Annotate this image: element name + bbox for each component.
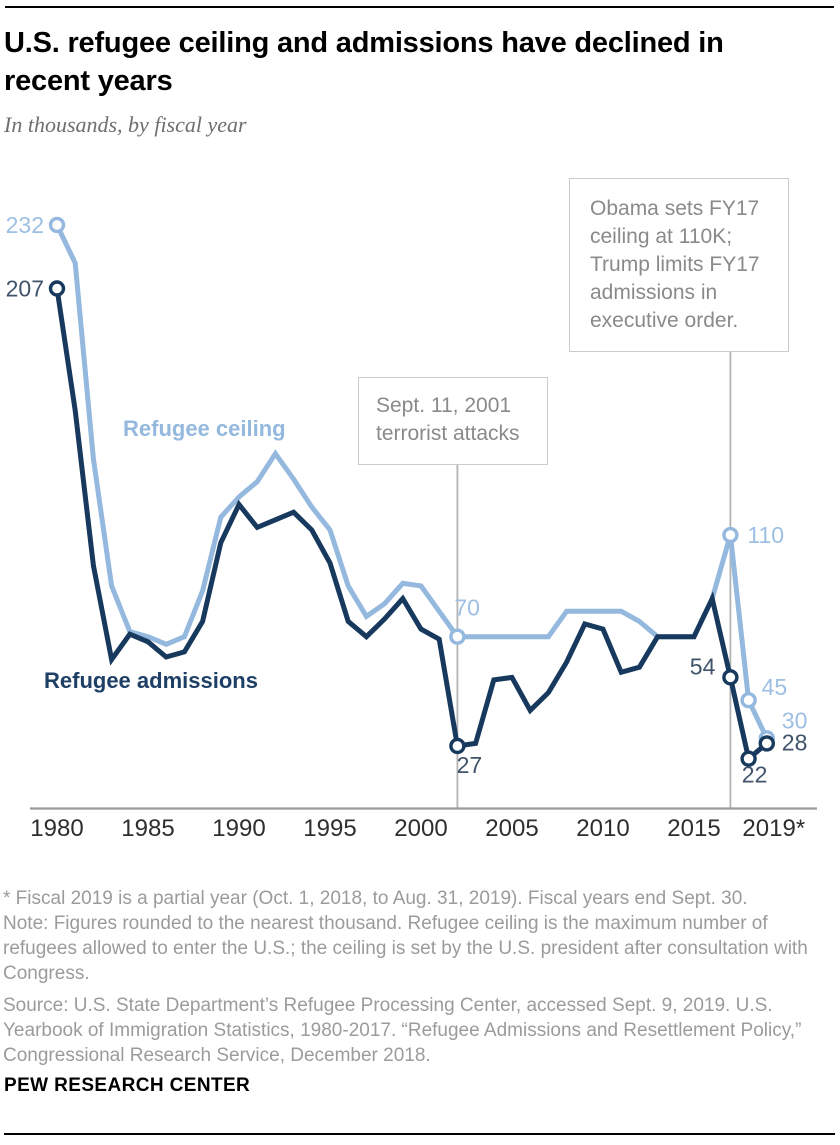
- point-label-ceiling-2017: 110: [747, 522, 784, 548]
- point-label-admissions-2017: 54: [690, 653, 716, 679]
- data-point-marker-ceiling-2002: [449, 628, 466, 645]
- bottom-divider: [4, 1133, 835, 1135]
- annotation-sept11-box: Sept. 11, 2001 terrorist attacks: [358, 377, 548, 465]
- x-tick-2019: 2019*: [742, 815, 805, 842]
- point-label-admissions-2018: 22: [742, 762, 768, 788]
- point-label-ceiling-2019: 30: [782, 707, 808, 733]
- x-tick-1980: 1980: [30, 815, 83, 842]
- x-tick-1985: 1985: [121, 815, 174, 842]
- footnotes: * Fiscal 2019 is a partial year (Oct. 1,…: [3, 886, 837, 1068]
- annotation-sept11-text: Sept. 11, 2001 terrorist attacks: [376, 394, 520, 445]
- footnote-source: Source: U.S. State Department’s Refugee …: [3, 995, 802, 1066]
- x-tick-2015: 2015: [667, 815, 720, 842]
- series-line-ceiling: [54, 223, 770, 740]
- series-line-admissions: [54, 288, 769, 764]
- data-point-marker-admissions-1980: [48, 280, 66, 297]
- data-point-marker-ceiling-2018: [740, 692, 757, 709]
- point-label-ceiling-1980: 232: [6, 212, 44, 238]
- x-tick-1990: 1990: [212, 815, 265, 842]
- data-point-marker-admissions-2002: [449, 737, 466, 755]
- data-point-marker-ceiling-1980: [48, 216, 66, 234]
- data-point-marker-ceiling-2017: [722, 526, 739, 544]
- x-tick-2010: 2010: [576, 815, 629, 842]
- point-label-admissions-2019: 28: [782, 729, 808, 755]
- point-label-admissions-1980: 207: [6, 276, 44, 302]
- annotation-fy17-text: Obama sets FY17 ceiling at 110K; Trump l…: [590, 197, 760, 332]
- series-label-ceiling: Refugee ceiling: [123, 416, 286, 441]
- footnote-partial-year: * Fiscal 2019 is a partial year (Oct. 1,…: [3, 888, 748, 909]
- data-point-marker-admissions-2018: [740, 750, 757, 767]
- data-point-marker-admissions-2017: [722, 669, 739, 686]
- point-label-ceiling-2002: 70: [454, 595, 480, 621]
- series-label-admissions: Refugee admissions: [44, 668, 258, 693]
- page-title: U.S. refugee ceiling and admissions have…: [4, 27, 724, 97]
- branding-pew-research-center: PEW RESEARCH CENTER: [4, 1075, 251, 1096]
- footnote-note: Note: Figures rounded to the nearest tho…: [3, 913, 808, 984]
- x-tick-2000: 2000: [394, 815, 447, 842]
- top-divider: [5, 6, 834, 8]
- data-point-marker-admissions-2019: [758, 735, 775, 752]
- annotation-fy17-box: Obama sets FY17 ceiling at 110K; Trump l…: [569, 178, 789, 352]
- x-tick-1995: 1995: [303, 815, 356, 842]
- x-tick-2005: 2005: [485, 815, 538, 842]
- point-label-admissions-2002: 27: [457, 752, 483, 778]
- point-label-ceiling-2018: 45: [762, 674, 788, 700]
- chart-subtitle: In thousands, by fiscal year: [4, 112, 247, 137]
